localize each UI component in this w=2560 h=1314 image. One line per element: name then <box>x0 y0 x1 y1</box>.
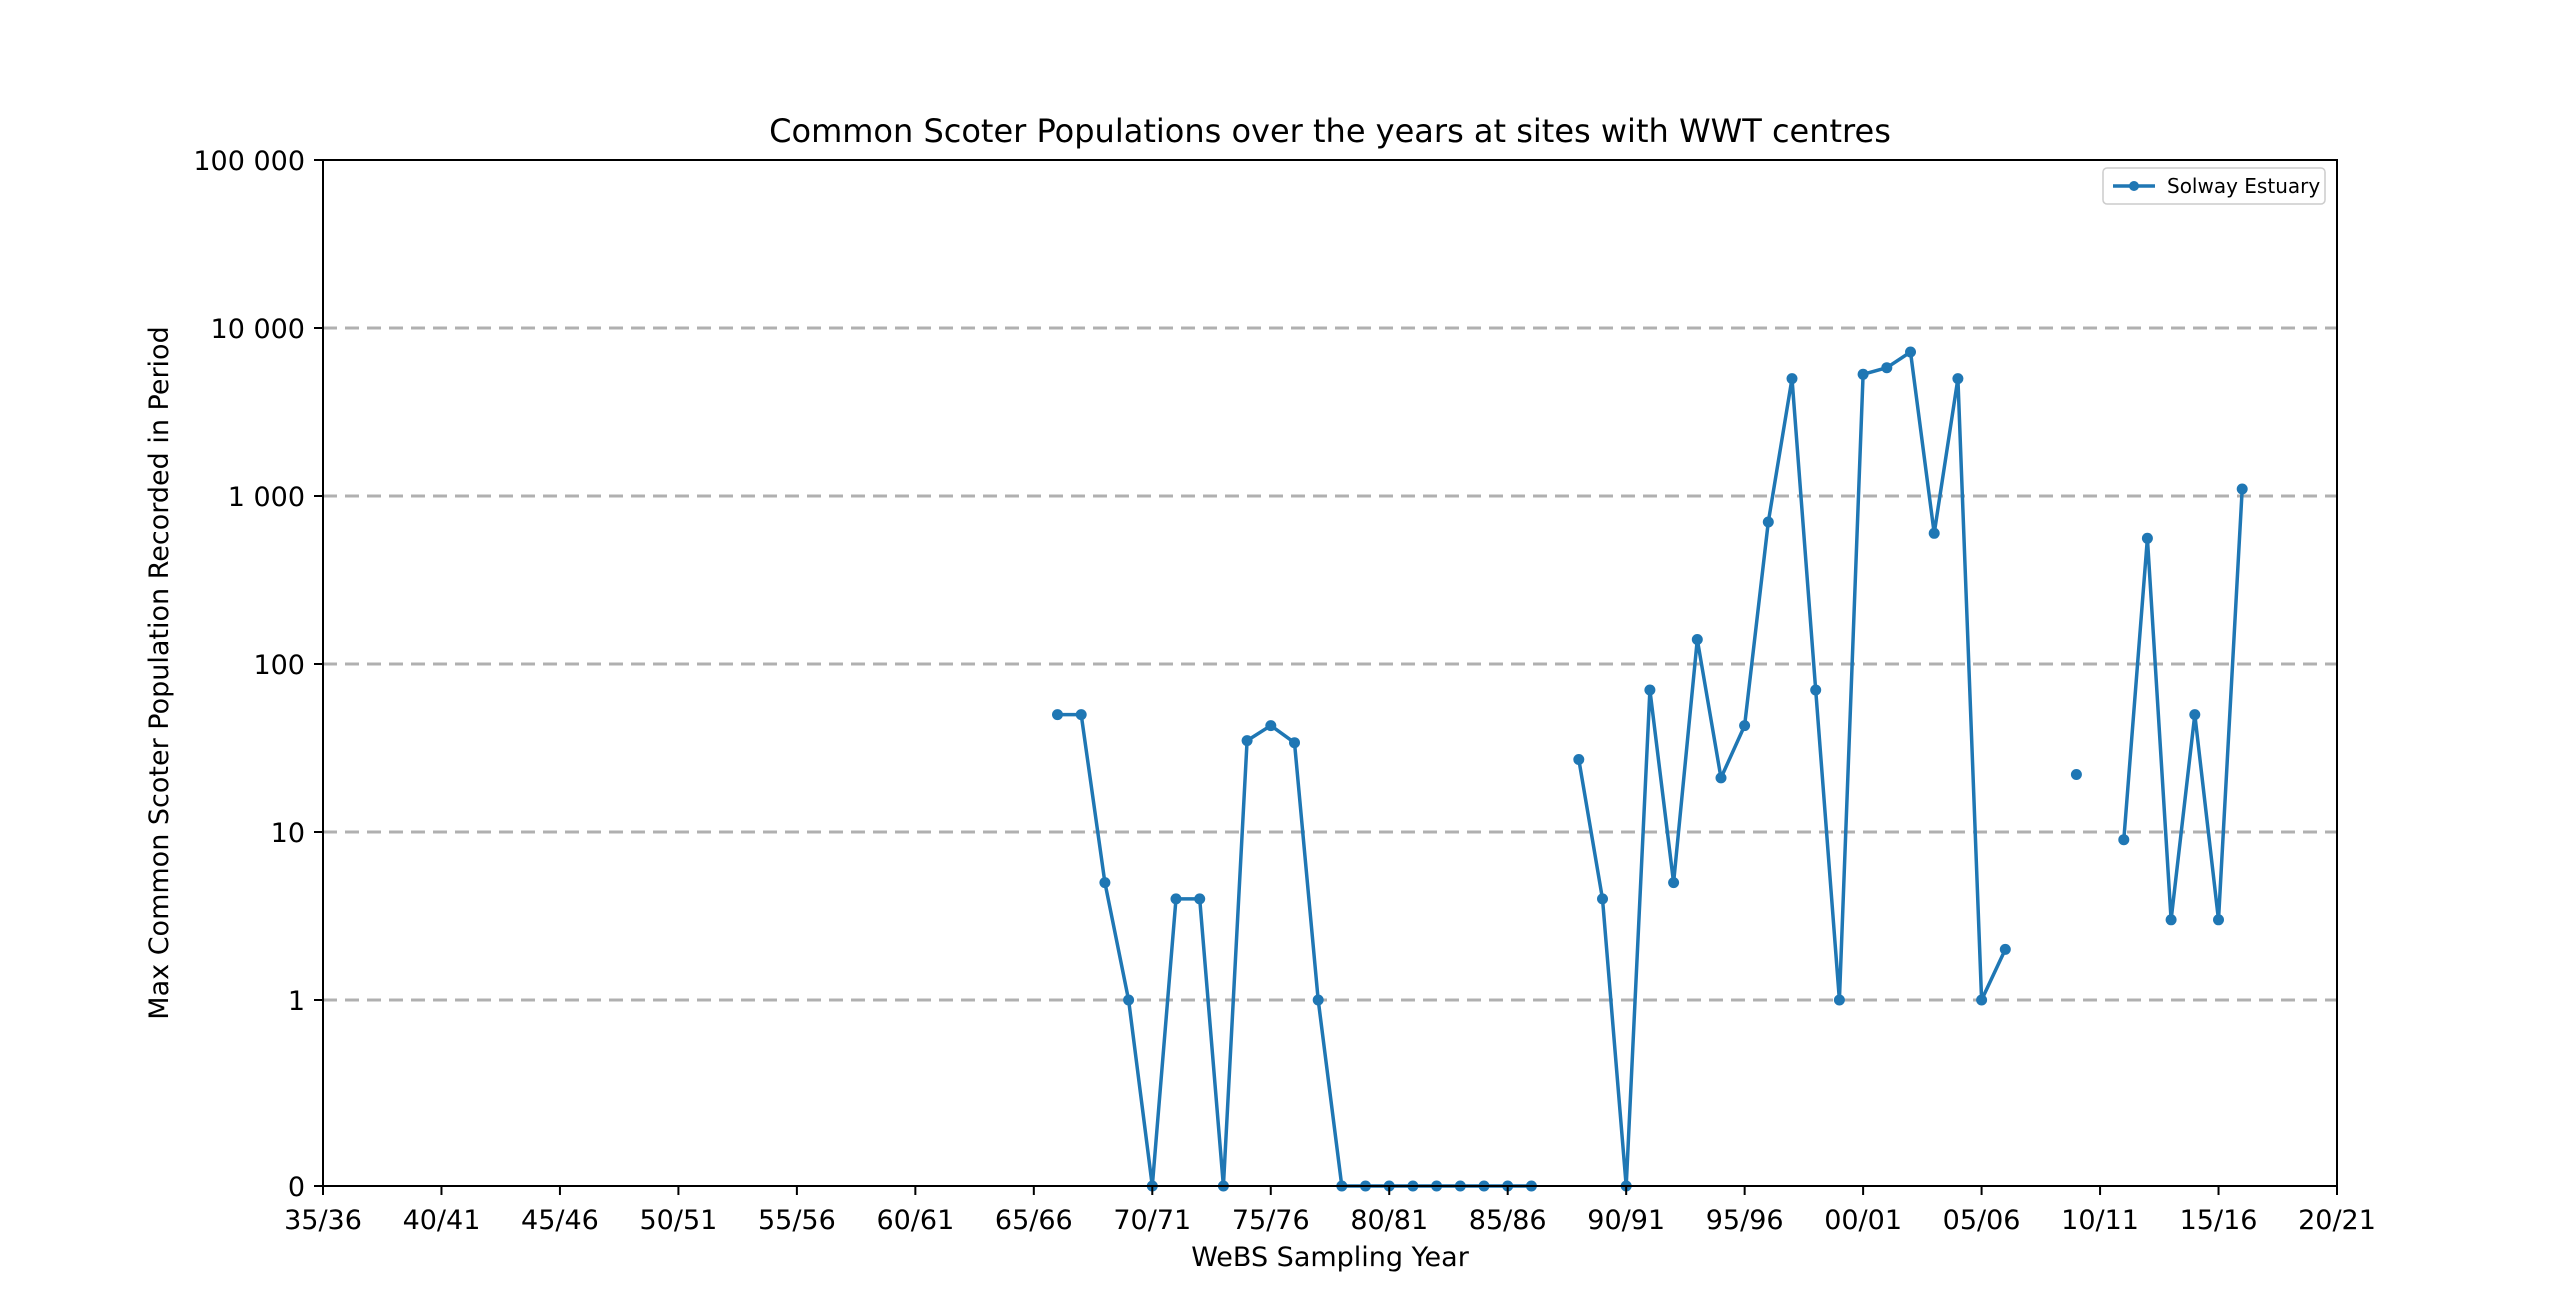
x-tick-label: 50/51 <box>640 1205 718 1236</box>
data-point <box>2189 709 2201 721</box>
legend-box <box>2102 167 2326 205</box>
legend-entry-solway-estuary: Solway Estuary <box>2167 174 2320 198</box>
y-tick-label: 0 <box>288 1172 305 1203</box>
data-point <box>1123 994 1135 1006</box>
y-tick-label: 1 <box>288 986 305 1017</box>
data-point <box>2118 834 2130 846</box>
data-point <box>1952 373 1964 385</box>
series-layer <box>1052 346 2248 1192</box>
y-axis-label: Max Common Scoter Population Recorded in… <box>144 326 175 1019</box>
data-point <box>1099 877 1111 889</box>
data-point <box>1241 735 1253 747</box>
x-tick-label: 00/01 <box>1824 1205 1902 1236</box>
x-tick-label: 35/36 <box>284 1205 362 1236</box>
data-point <box>1762 516 1774 528</box>
chart-title: Common Scoter Populations over the years… <box>769 112 1891 150</box>
data-point <box>1691 634 1703 645</box>
y-tick-label: 100 000 <box>193 146 305 177</box>
data-point <box>1170 893 1182 905</box>
data-point <box>1194 893 1206 905</box>
x-tick-label: 20/21 <box>2298 1205 2376 1236</box>
data-point <box>1928 527 1940 539</box>
plot-frame <box>322 159 2338 1187</box>
data-point <box>2213 914 2224 926</box>
y-axis-ticks: 0 1 10 100 1 000 10 000 100 000 <box>193 146 323 1203</box>
data-point <box>1999 943 2011 955</box>
y-tick-label: 1 000 <box>228 482 305 513</box>
data-point <box>1668 877 1680 889</box>
x-tick-label: 75/76 <box>1232 1205 1310 1236</box>
x-tick-label: 15/16 <box>2180 1205 2258 1236</box>
x-tick-label: 85/86 <box>1469 1205 1547 1236</box>
x-tick-label: 70/71 <box>1113 1205 1191 1236</box>
x-tick-label: 90/91 <box>1587 1205 1665 1236</box>
x-tick-label: 60/61 <box>876 1205 954 1236</box>
data-point <box>1976 994 1988 1006</box>
x-tick-label: 05/06 <box>1943 1205 2021 1236</box>
x-tick-label: 80/81 <box>1350 1205 1428 1236</box>
legend: Solway Estuary <box>2102 167 2326 205</box>
y-tick-label: 10 000 <box>211 314 305 345</box>
data-point <box>2141 532 2153 544</box>
data-point <box>1715 772 1727 784</box>
data-point <box>2070 769 2082 780</box>
x-axis-ticks: 35/36 40/41 45/46 50/51 55/56 60/61 65/66 70/71… <box>284 1186 2376 1236</box>
data-point <box>1289 737 1300 749</box>
x-tick-label: 55/56 <box>758 1205 836 1236</box>
data-point <box>1052 709 1063 721</box>
x-tick-label: 45/46 <box>521 1205 599 1236</box>
data-point <box>1312 994 1324 1006</box>
data-point <box>1905 346 1916 358</box>
legend-marker-swatch <box>2129 181 2139 191</box>
data-point <box>1810 684 1822 696</box>
data-point <box>1857 368 1869 380</box>
series-line <box>2122 488 2244 922</box>
data-point <box>1573 754 1585 765</box>
y-tick-label: 10 <box>271 818 305 849</box>
data-point <box>1265 720 1277 732</box>
data-point <box>1739 720 1751 732</box>
data-point <box>1881 362 1893 374</box>
x-tick-label: 10/11 <box>2061 1205 2139 1236</box>
data-point <box>2236 483 2248 495</box>
data-point <box>1786 373 1798 385</box>
x-tick-label: 95/96 <box>1706 1205 1784 1236</box>
x-axis-label: WeBS Sampling Year <box>1191 1242 1470 1273</box>
data-point <box>1833 994 1845 1006</box>
x-tick-label: 40/41 <box>403 1205 481 1236</box>
grid-lines <box>323 326 2337 1002</box>
data-point <box>2165 914 2177 926</box>
data-point <box>1075 709 1087 721</box>
x-tick-label: 65/66 <box>995 1205 1073 1236</box>
data-point <box>1597 893 1608 905</box>
data-point <box>1644 684 1656 696</box>
y-tick-label: 100 <box>253 650 305 681</box>
